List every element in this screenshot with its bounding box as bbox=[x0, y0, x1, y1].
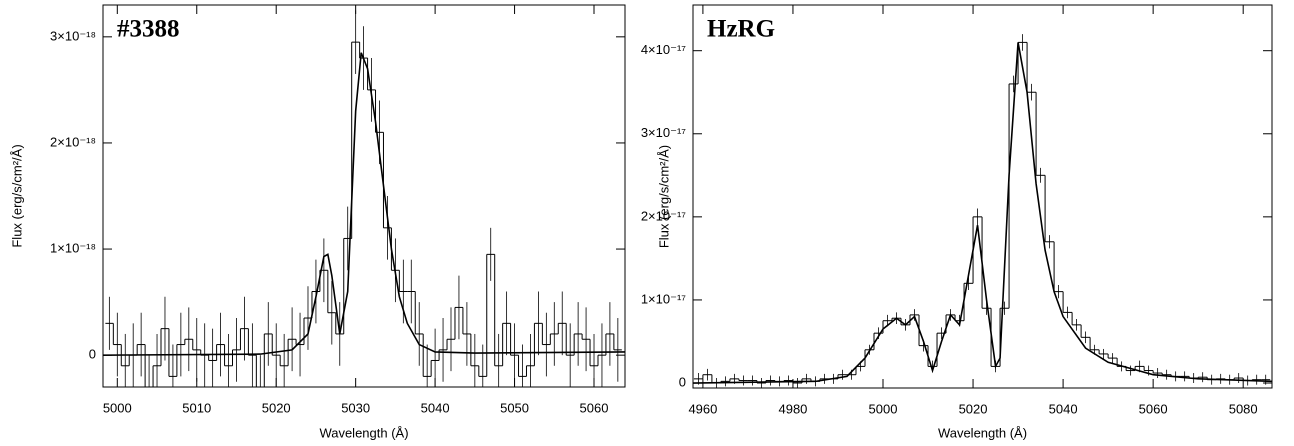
frame bbox=[102, 4, 626, 388]
fit-line bbox=[103, 52, 625, 356]
x-tick-label: 4980 bbox=[778, 401, 807, 416]
y-tick-label: 1×10⁻¹⁷ bbox=[641, 291, 686, 306]
y-tick-label: 4×10⁻¹⁷ bbox=[641, 42, 686, 57]
y-tick-label: 2×10⁻¹⁷ bbox=[641, 208, 686, 223]
panel-label: #3388 bbox=[117, 16, 180, 43]
y-tick-label: 0 bbox=[679, 374, 686, 389]
x-tick-label: 5020 bbox=[262, 400, 291, 415]
y-tick-label: 3×10⁻¹⁸ bbox=[50, 28, 96, 43]
x-tick-label: 5050 bbox=[500, 400, 529, 415]
x-tick-label: 5040 bbox=[421, 400, 450, 415]
x-tick-label: 4960 bbox=[688, 401, 717, 416]
x-tick-label: 5080 bbox=[1229, 401, 1258, 416]
x-axis-title: Wavelength (Å) bbox=[938, 425, 1027, 440]
y-tick-label: 3×10⁻¹⁷ bbox=[641, 125, 686, 140]
y-axis-title: Flux (erg/s/cm²/Å) bbox=[9, 144, 24, 247]
fit-line bbox=[693, 42, 1272, 384]
panel-label: HzRG bbox=[707, 16, 775, 43]
plot-area bbox=[103, 10, 625, 387]
x-tick-label: 5000 bbox=[103, 400, 132, 415]
x-tick-label: 5010 bbox=[182, 400, 211, 415]
x-tick-label: 5060 bbox=[580, 400, 609, 415]
frame bbox=[692, 4, 1273, 389]
plot-area bbox=[693, 34, 1272, 388]
x-tick-label: 5020 bbox=[959, 401, 988, 416]
x-axis-title: Wavelength (Å) bbox=[319, 425, 408, 440]
y-axis-title: Flux (erg/s/cm²/Å) bbox=[656, 145, 671, 248]
x-tick-label: 5000 bbox=[869, 401, 898, 416]
x-tick-label: 5060 bbox=[1139, 401, 1168, 416]
y-tick-label: 0 bbox=[89, 347, 96, 362]
y-tick-label: 2×10⁻¹⁸ bbox=[50, 134, 96, 149]
x-tick-label: 5040 bbox=[1049, 401, 1078, 416]
x-tick-label: 5030 bbox=[341, 400, 370, 415]
y-tick-label: 1×10⁻¹⁸ bbox=[50, 240, 96, 255]
